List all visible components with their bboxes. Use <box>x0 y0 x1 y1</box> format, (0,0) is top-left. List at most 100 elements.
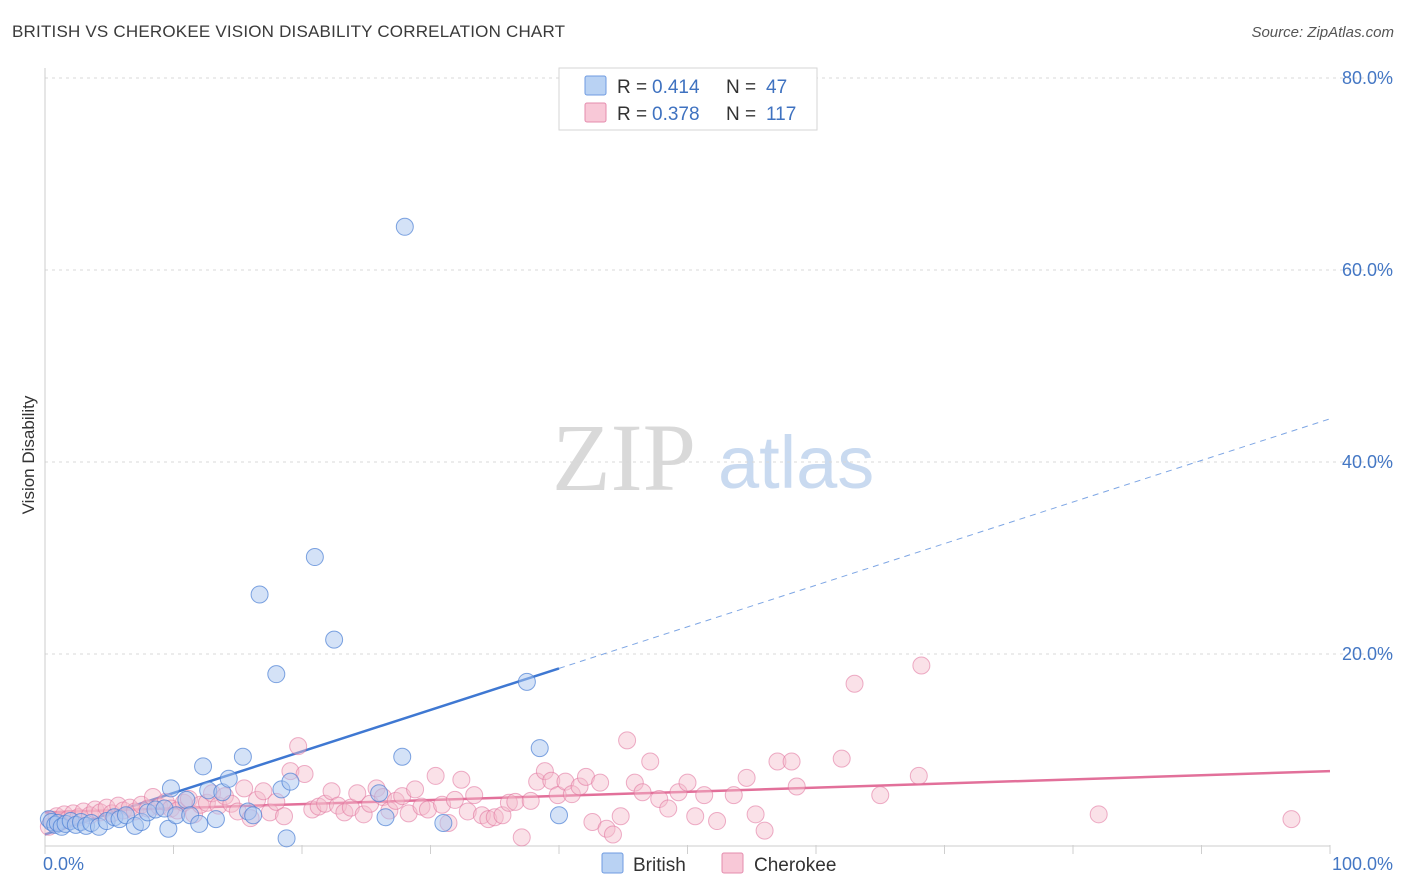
british-point <box>517 672 536 691</box>
cherokee-point <box>235 779 254 798</box>
cherokee-point <box>275 807 294 826</box>
british-point <box>277 829 296 848</box>
british-point <box>219 769 238 788</box>
cherokee-point <box>832 749 851 768</box>
british-point <box>233 747 252 766</box>
cherokee-point <box>348 784 367 803</box>
cherokee-point <box>289 737 308 756</box>
cherokee-point <box>452 770 471 789</box>
cherokee-point <box>354 805 373 824</box>
cherokee-point <box>458 802 477 821</box>
cherokee-point <box>659 799 678 818</box>
british-point <box>177 790 196 809</box>
y-tick-label-1: 40.0% <box>1342 452 1393 472</box>
cherokee-point <box>591 773 610 792</box>
cherokee-point <box>611 807 630 826</box>
cherokee-point <box>695 786 714 805</box>
cherokee-point <box>678 773 697 792</box>
legend-cherokee-swatch <box>584 102 607 123</box>
cherokee-point <box>254 782 273 801</box>
chart-title: BRITISH VS CHEROKEE VISION DISABILITY CO… <box>12 22 566 41</box>
y-axis-title: Vision Disability <box>19 395 38 514</box>
cherokee-point <box>845 674 864 693</box>
cherokee-point <box>512 828 531 847</box>
cherokee-point <box>426 766 445 785</box>
british-points <box>39 217 568 848</box>
british-point <box>281 772 300 791</box>
british-point <box>267 665 286 684</box>
legend-cherokee-n-value: 117 <box>766 104 796 125</box>
british-point <box>325 630 344 649</box>
legend-british-n-label: N = <box>726 77 756 98</box>
cherokee-point <box>528 772 547 791</box>
british-point <box>159 819 178 838</box>
cherokee-point <box>603 825 622 844</box>
series-legend: British Cherokee <box>601 852 836 876</box>
cherokee-point <box>746 805 765 824</box>
cherokee-point <box>499 793 518 812</box>
cherokee-point <box>1089 805 1108 824</box>
watermark-zip: ZIP <box>552 404 696 511</box>
british-point <box>244 806 263 825</box>
cherokee-trendline <box>44 769 1331 814</box>
british-point <box>376 808 395 827</box>
cherokee-point <box>686 807 705 826</box>
british-point <box>434 813 453 832</box>
cherokee-point <box>618 731 637 750</box>
cherokee-point <box>737 768 756 787</box>
cherokee-point <box>724 786 743 805</box>
cherokee-point <box>485 808 504 827</box>
source-label: Source: ZipAtlas.com <box>1251 24 1394 41</box>
cherokee-point <box>548 786 567 805</box>
cherokee-point <box>295 765 314 783</box>
cherokee-point <box>755 821 774 840</box>
legend-british-r-value: 0.414 <box>652 77 700 98</box>
bottom-legend-british-swatch <box>601 852 624 874</box>
y-tick-labels: 20.0% 40.0% 60.0% 80.0% <box>1342 68 1393 664</box>
correlation-legend: R = 0.414 N = 47 R = 0.378 N = 117 <box>558 67 818 131</box>
cherokee-points <box>39 656 1301 847</box>
cherokee-point <box>768 752 787 771</box>
x-tick-label-0: 0.0% <box>43 854 84 874</box>
cherokee-point <box>708 812 727 831</box>
legend-cherokee-r-label: R = <box>617 104 647 125</box>
cherokee-point <box>521 791 540 810</box>
legend-british-r-label: R = <box>617 77 647 98</box>
cherokee-point <box>1282 810 1301 829</box>
british-point <box>194 757 213 776</box>
cherokee-point <box>535 762 554 781</box>
y-tick-label-0: 20.0% <box>1342 644 1393 664</box>
legend-british-n-value: 47 <box>766 77 787 98</box>
legend-cherokee-n-label: N = <box>726 104 756 125</box>
cherokee-point <box>669 783 688 802</box>
x-tick-labels: 0.0% 100.0% <box>43 854 1393 874</box>
cherokee-point <box>782 752 801 771</box>
cherokee-point <box>871 786 890 805</box>
watermark: ZIP atlas <box>552 404 874 511</box>
y-tick-label-3: 80.0% <box>1342 68 1393 88</box>
bottom-legend-british-label: British <box>633 855 686 876</box>
cherokee-point <box>787 777 806 796</box>
british-point <box>161 779 180 798</box>
british-point <box>206 810 225 829</box>
cherokee-point <box>479 810 498 829</box>
british-point <box>393 747 412 766</box>
axes <box>44 68 1330 847</box>
british-point <box>370 784 389 803</box>
british-point <box>530 739 549 758</box>
british-point <box>250 585 269 604</box>
british-point <box>550 806 568 825</box>
cherokee-point <box>912 656 931 675</box>
cherokee-point <box>625 773 644 792</box>
british-point <box>305 548 324 567</box>
cherokee-point <box>562 785 581 804</box>
british-trendline-dashed <box>558 418 1331 669</box>
cherokee-point <box>506 792 525 811</box>
cherokee-point <box>418 800 437 819</box>
legend-british-swatch <box>584 75 607 96</box>
cherokee-trendline <box>44 769 1331 814</box>
cherokee-point <box>465 786 484 805</box>
cherokee-point <box>633 783 652 802</box>
legend-cherokee-r-value: 0.378 <box>652 104 700 125</box>
